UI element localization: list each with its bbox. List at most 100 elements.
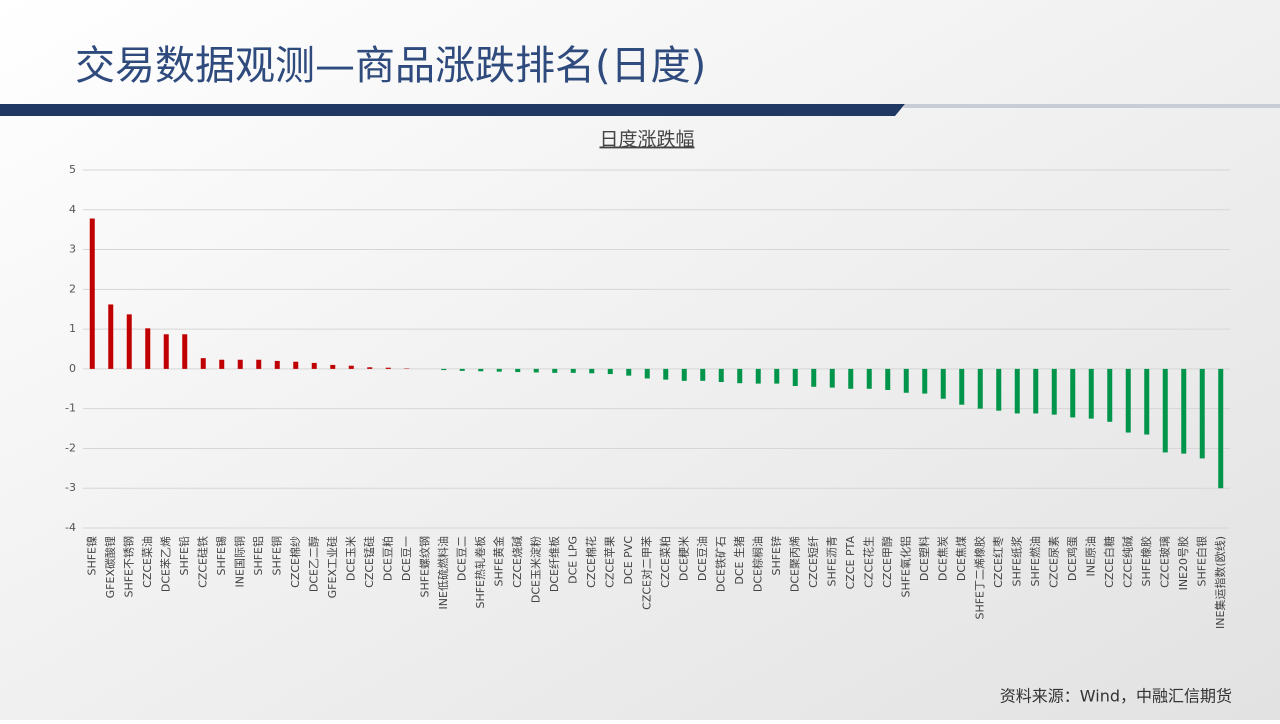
bar xyxy=(959,369,964,405)
bar xyxy=(497,369,502,372)
x-tick-label: SHFE铅 xyxy=(177,536,191,576)
x-tick-label: CZCE甲醇 xyxy=(880,536,894,588)
x-tick-label: SHFE橡胶 xyxy=(1139,536,1153,587)
bar xyxy=(774,369,779,384)
bar xyxy=(293,362,298,369)
x-tick-label: CZCE菜油 xyxy=(140,536,154,588)
x-tick-label: SHFE铝 xyxy=(251,536,265,576)
x-tick-label: SHFE黄金 xyxy=(491,536,505,587)
bar xyxy=(848,369,853,389)
bar xyxy=(1033,369,1038,414)
bar xyxy=(1126,369,1131,433)
x-tick-label: SHFE氧化铝 xyxy=(898,536,912,598)
bar xyxy=(682,369,687,381)
x-tick-label: INE国际铜 xyxy=(232,536,246,587)
x-tick-label: INE20号胶 xyxy=(1176,536,1190,590)
x-tick-label: DCE聚丙烯 xyxy=(788,536,801,592)
y-tick-label: 5 xyxy=(69,163,76,176)
x-tick-label: CZCE硅铁 xyxy=(196,536,209,588)
x-tick-label: CZCE短纤 xyxy=(806,536,820,588)
bar xyxy=(1200,369,1205,459)
bar xyxy=(127,314,132,368)
bar xyxy=(275,361,280,369)
x-tick-label: SHFE纸浆 xyxy=(1009,536,1023,587)
bar xyxy=(164,334,169,369)
bar xyxy=(608,369,613,374)
x-tick-label: DCE纤维板 xyxy=(547,536,561,592)
y-tick-label: 4 xyxy=(69,203,76,216)
x-tick-label: INE原油 xyxy=(1083,536,1097,576)
bar xyxy=(737,369,742,383)
x-tick-label: SHFE燃油 xyxy=(1028,536,1042,587)
y-tick-label: 1 xyxy=(69,322,76,335)
bar xyxy=(663,369,668,380)
source: 资料来源：Wind，中融汇信期货 xyxy=(1000,687,1232,706)
x-tick-label: GFEX工业硅 xyxy=(326,536,339,598)
header-bar xyxy=(0,104,905,116)
x-tick-label: SHFE镍 xyxy=(84,536,98,576)
x-tick-label: DCE苯乙烯 xyxy=(158,536,172,592)
x-tick-label: DCE铁矿石 xyxy=(714,536,727,592)
bar xyxy=(996,369,1001,411)
x-tick-label: DCE豆一 xyxy=(400,536,413,581)
x-tick-label: CZCE锰硅 xyxy=(362,536,376,588)
bar xyxy=(571,369,576,373)
x-tick-label: DCE乙二醇 xyxy=(306,536,320,592)
x-tick-label: CZCE苹果 xyxy=(602,536,616,588)
bar xyxy=(1089,369,1094,419)
bar xyxy=(330,365,335,369)
bar xyxy=(1163,369,1168,453)
x-tick-label: DCE豆二 xyxy=(455,536,468,581)
bar xyxy=(589,369,594,373)
y-tick-label: 0 xyxy=(69,362,76,375)
y-tick-label: -1 xyxy=(65,402,76,415)
x-tick-label: DCE玉米淀粉 xyxy=(528,536,542,603)
bar xyxy=(349,366,354,369)
x-tick-label: CZCE棉纱 xyxy=(288,536,302,588)
y-tick-label: -4 xyxy=(65,521,76,534)
x-tick-label: DCE焦炭 xyxy=(936,536,949,581)
x-tick-label: DCE PVC xyxy=(622,536,635,585)
bar xyxy=(1181,369,1186,454)
x-tick-label: GFEX碳酸锂 xyxy=(103,536,117,598)
x-tick-label: CZCE烧碱 xyxy=(511,536,524,588)
bar xyxy=(626,369,631,376)
x-tick-label: SHFE螺纹钢 xyxy=(417,536,431,598)
x-tick-label: DCE豆粕 xyxy=(380,536,394,581)
x-tick-label: CZCE菜粕 xyxy=(658,536,672,588)
bar xyxy=(1052,369,1057,415)
bar xyxy=(219,360,224,369)
bar xyxy=(90,219,95,369)
x-tick-label: CZCE红枣 xyxy=(992,536,1005,588)
x-tick-label: DCE焦煤 xyxy=(955,536,968,581)
bar xyxy=(1015,369,1020,414)
bar xyxy=(1070,369,1075,418)
slide-title: 交易数据观测—商品涨跌排名(日度) xyxy=(75,43,706,89)
bar xyxy=(441,369,446,370)
bar xyxy=(719,369,724,382)
x-tick-label: CZCE尿素 xyxy=(1047,536,1060,588)
bar xyxy=(756,369,761,384)
bar xyxy=(367,367,372,369)
y-tick-label: 2 xyxy=(69,282,76,295)
bar xyxy=(867,369,872,389)
x-tick-label: SHFE不锈钢 xyxy=(122,536,135,598)
bar xyxy=(238,360,243,369)
x-tick-label: DCE玉米 xyxy=(344,536,357,581)
bar xyxy=(478,369,483,371)
y-tick-label: 3 xyxy=(69,243,76,256)
bar xyxy=(108,304,113,368)
bar xyxy=(460,369,465,371)
bar xyxy=(201,358,206,369)
bar xyxy=(182,334,187,369)
bar xyxy=(793,369,798,386)
bar xyxy=(978,369,983,409)
x-tick-label: DCE 生猪 xyxy=(732,536,746,585)
bar xyxy=(645,369,650,379)
x-tick-label: DCE棕榈油 xyxy=(750,536,764,592)
bar xyxy=(256,360,261,369)
x-tick-label: CZCE棉花 xyxy=(584,536,598,588)
x-tick-label: DCE豆油 xyxy=(695,536,709,581)
x-tick-label: SHFE锌 xyxy=(769,536,783,576)
